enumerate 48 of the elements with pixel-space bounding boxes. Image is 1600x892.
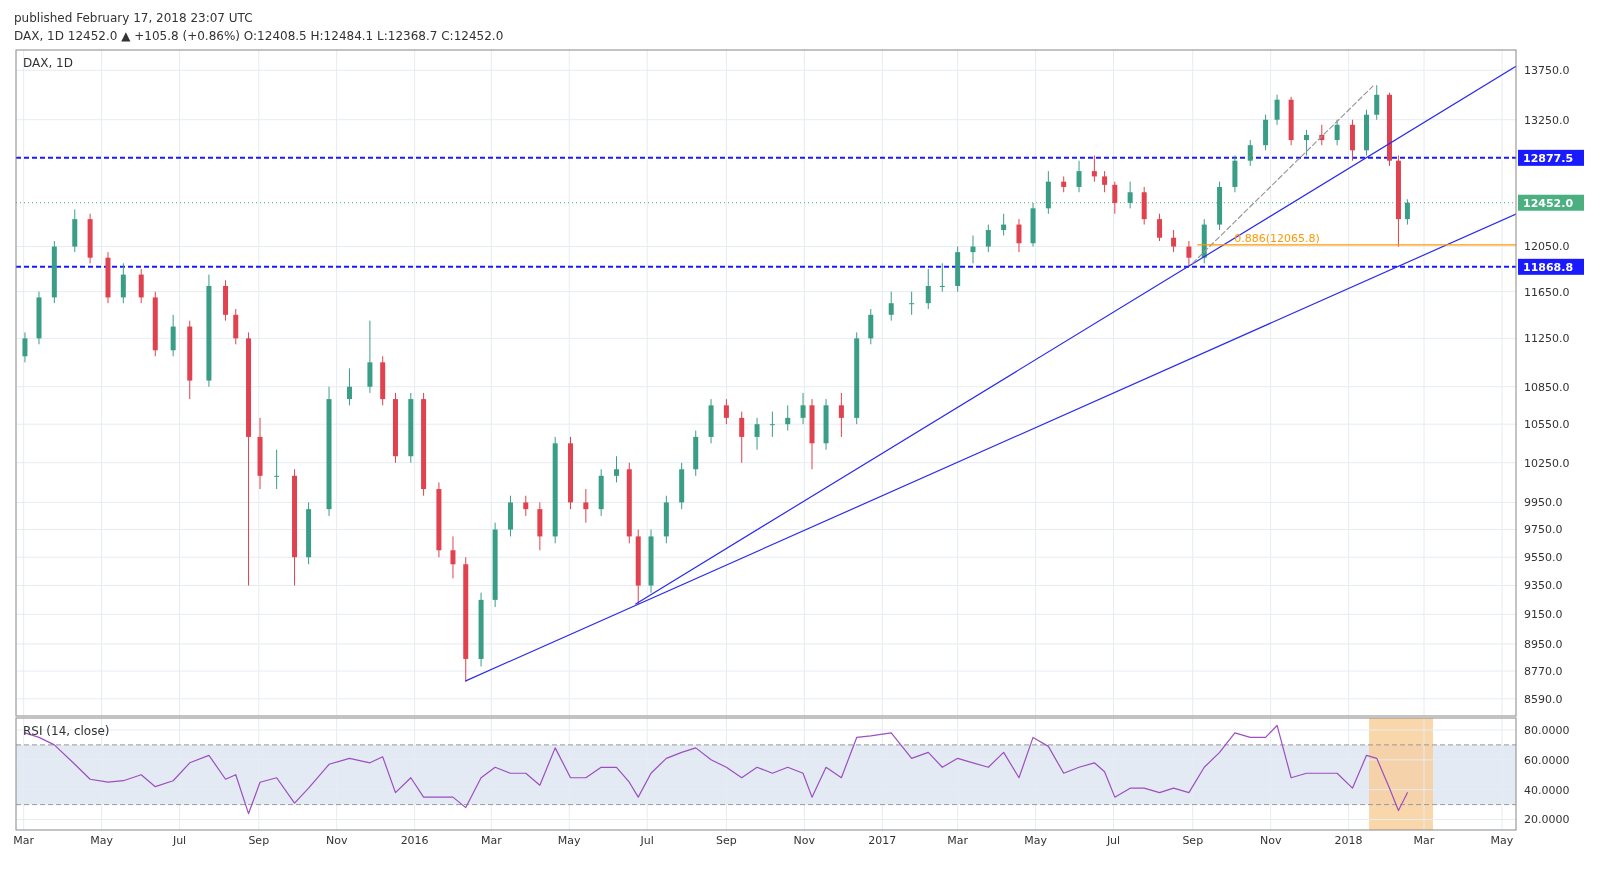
- x-tick-label: Nov: [793, 834, 816, 847]
- y-tick-label: 12050.0: [1524, 240, 1570, 254]
- x-tick-label: 2018: [1334, 834, 1363, 847]
- chart-subtitle: DAX, 1D 12452.0 ▲ +105.8 (+0.86%) O:12408.5 H:12484.1 L:12368.7 C:12452.0: [14, 29, 504, 43]
- x-tick-label: Sep: [248, 834, 270, 847]
- y-tick-label: 9750.0: [1524, 523, 1563, 537]
- x-tick-label: Sep: [1182, 834, 1204, 847]
- x-tick-label: Jul: [171, 834, 187, 847]
- y-tick-label: 80.0000: [1524, 723, 1570, 737]
- annotation: 0.886(12065.8): [1234, 231, 1320, 245]
- y-tick-label: 9150.0: [1524, 608, 1563, 622]
- x-tick-label: Nov: [325, 834, 348, 847]
- x-tick-label: Jul: [639, 834, 654, 847]
- y-tick-label: 13250.0: [1524, 113, 1570, 127]
- x-tick-label: Sep: [716, 834, 737, 847]
- y-tick-label: 9550.0: [1524, 551, 1563, 565]
- x-tick-label: Mar: [13, 834, 35, 847]
- y-tick-label: 20.0000: [1524, 813, 1570, 827]
- x-tick-label: Mar: [480, 834, 503, 847]
- y-tick-label: 11250.0: [1524, 332, 1570, 346]
- y-tick-label: 10250.0: [1524, 456, 1570, 470]
- y-tick-label: 10850.0: [1524, 380, 1570, 394]
- y-tick-label: 9350.0: [1524, 579, 1563, 593]
- ref-line-label: 12452.0: [1523, 196, 1574, 210]
- y-tick-label: 8590.0: [1524, 692, 1563, 706]
- y-tick-label: 11650.0: [1524, 285, 1570, 299]
- x-tick-label: May: [90, 834, 114, 847]
- text: DAX, 1D: [23, 56, 73, 70]
- x-tick-label: Mar: [947, 834, 969, 847]
- x-tick-label: 2016: [400, 834, 429, 847]
- x-tick-label: Mar: [1413, 834, 1435, 847]
- y-tick-label: 8950.0: [1524, 637, 1563, 651]
- y-tick-label: 40.0000: [1524, 783, 1570, 797]
- x-tick-label: May: [1024, 834, 1048, 847]
- ref-line-label: 12877.5: [1523, 151, 1574, 165]
- text: published February 17, 2018 23:07 UTC: [14, 11, 253, 25]
- y-tick-label: 13750.0: [1524, 64, 1570, 78]
- x-tick-label: May: [557, 834, 582, 847]
- x-tick-label: 2017: [868, 834, 897, 847]
- ref-line-label: 11868.8: [1523, 260, 1574, 274]
- y-tick-label: 60.0000: [1524, 753, 1570, 767]
- text: RSI (14, close): [23, 724, 110, 738]
- x-tick-label: Jul: [1105, 834, 1121, 847]
- x-tick-label: May: [1490, 834, 1514, 847]
- y-tick-label: 8770.0: [1524, 664, 1563, 678]
- x-tick-label: Nov: [1259, 834, 1282, 847]
- y-tick-label: 9950.0: [1524, 496, 1563, 510]
- y-tick-label: 10550.0: [1524, 418, 1570, 432]
